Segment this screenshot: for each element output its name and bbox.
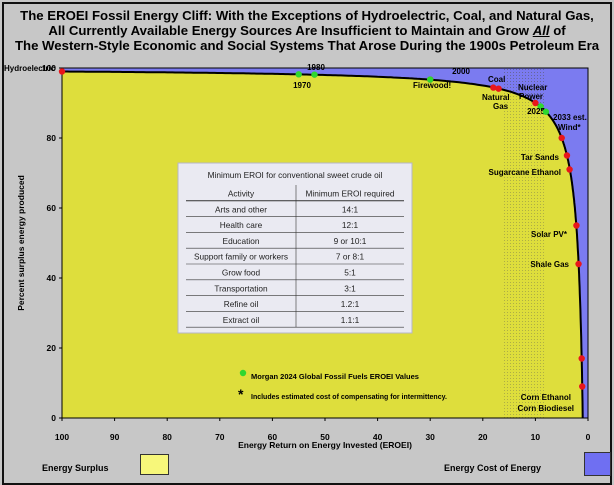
red-data-point xyxy=(575,260,582,268)
red-point-label: Tar Sands xyxy=(521,153,560,162)
green-data-point xyxy=(542,108,550,115)
x-tick-label: 0 xyxy=(586,432,591,442)
title-line-1: The EROEI Fossil Energy Cliff: With the … xyxy=(20,8,594,23)
inset-table-cell: 7 or 8:1 xyxy=(336,252,365,262)
inset-table-cell: 1.2:1 xyxy=(341,299,360,309)
green-data-point xyxy=(295,71,302,78)
red-data-point xyxy=(578,355,585,362)
green-point-label: 2000 xyxy=(452,67,470,76)
y-tick-label: 20 xyxy=(47,343,57,353)
red-point-label: Power xyxy=(519,92,543,101)
red-point-label: Corn Ethanol xyxy=(521,393,571,402)
inset-table-cell: Arts and other xyxy=(215,204,267,214)
green-data-point xyxy=(427,76,434,83)
red-point-label: Shale Gas xyxy=(530,260,569,269)
x-tick-label: 10 xyxy=(531,432,541,442)
x-tick-label: 60 xyxy=(268,432,278,442)
red-point-label: Solar PV* xyxy=(531,230,568,239)
inset-table-cell: 1.1:1 xyxy=(341,315,360,325)
title-line-2-text: All Currently Available Energy Sources A… xyxy=(48,23,530,38)
inset-table-cell: 3:1 xyxy=(344,283,356,293)
x-tick-label: 70 xyxy=(215,432,225,442)
inset-table-header: Minimum EROI required xyxy=(306,189,395,199)
red-point-label: Gas xyxy=(493,102,509,111)
red-point-label: Corn Biodiesel xyxy=(518,404,574,413)
red-point-label: Coal xyxy=(488,75,505,84)
green-point-label: 1980 xyxy=(307,63,325,72)
x-axis-label: Energy Return on Energy Invested (EROEI) xyxy=(238,440,412,450)
inset-table-cell: Transportation xyxy=(214,283,268,293)
x-tick-label: 80 xyxy=(162,432,172,442)
green-legend-marker xyxy=(239,369,247,377)
y-axis-label: Percent surplus energy produced xyxy=(16,175,26,311)
red-data-point xyxy=(58,68,66,75)
surplus-area-hatch xyxy=(503,89,546,419)
y-tick-label: 40 xyxy=(47,273,57,283)
x-tick-label: 20 xyxy=(478,432,488,442)
inset-table-cell: Support family or workers xyxy=(194,252,288,262)
x-tick-label: 50 xyxy=(320,432,330,442)
inset-table-cell: 9 or 10:1 xyxy=(334,236,367,246)
red-data-point xyxy=(563,152,571,159)
inset-table-cell: Health care xyxy=(220,220,263,230)
inset-table-cell: 12:1 xyxy=(342,220,359,230)
inset-table-cell: Grow food xyxy=(222,268,261,278)
legend-swatch-cost xyxy=(584,452,611,476)
red-data-point xyxy=(490,84,497,91)
green-point-label: 2033 est. xyxy=(553,113,587,122)
title-line-2-tail: of xyxy=(553,23,566,38)
y-tick-label: 80 xyxy=(47,133,57,143)
legend-swatch-surplus xyxy=(140,454,169,475)
green-point-label: 2025 xyxy=(527,107,545,116)
red-data-point xyxy=(532,99,539,107)
inset-table-cell: Refine oil xyxy=(224,299,259,309)
red-data-point xyxy=(558,134,565,142)
x-tick-label: 90 xyxy=(110,432,120,442)
green-data-point xyxy=(311,71,318,78)
title-line-2-emphasis: All xyxy=(532,23,550,38)
green-point-label: 1970 xyxy=(293,81,311,90)
asterisk-note: Includes estimated cost of compensating … xyxy=(251,394,447,401)
red-point-label: Firewood! xyxy=(413,81,451,90)
legend-label-cost: Energy Cost of Energy xyxy=(444,463,542,473)
red-data-point xyxy=(566,166,573,173)
inset-table-cell: 14:1 xyxy=(342,204,359,214)
red-point-label: Natural xyxy=(482,93,510,102)
x-tick-label: 100 xyxy=(55,432,69,442)
green-data-point xyxy=(537,103,544,110)
y-tick-label: 60 xyxy=(47,203,57,213)
y-tick-label: 100 xyxy=(42,63,56,73)
red-point-label: Hydroelectric xyxy=(4,64,56,73)
asterisk-symbol: * xyxy=(238,386,244,402)
red-data-point xyxy=(573,222,580,229)
inset-table-title: Minimum EROI for conventional sweet crud… xyxy=(208,170,383,180)
title-line-2: All Currently Available Energy Sources A… xyxy=(0,23,614,39)
y-tick-label: 0 xyxy=(51,413,56,423)
red-data-point xyxy=(579,383,586,390)
inset-table-cell: 5:1 xyxy=(344,268,356,278)
red-point-label: Wind* xyxy=(558,123,581,132)
title-line-3: The Western-Style Economic and Social Sy… xyxy=(14,38,600,53)
inset-table-cell: Education xyxy=(223,236,260,246)
x-tick-label: 40 xyxy=(373,432,383,442)
red-data-point xyxy=(495,85,502,92)
green-legend-text: Morgan 2024 Global Fossil Fuels EROEI Va… xyxy=(251,372,419,381)
inset-table-cell: Extract oil xyxy=(223,315,260,325)
inset-table-header: Activity xyxy=(228,189,255,199)
red-point-label: Nuclear xyxy=(518,83,547,92)
legend-label-surplus: Energy Surplus xyxy=(42,463,109,473)
x-tick-label: 30 xyxy=(425,432,435,442)
red-point-label: Sugarcane Ethanol xyxy=(489,168,561,177)
